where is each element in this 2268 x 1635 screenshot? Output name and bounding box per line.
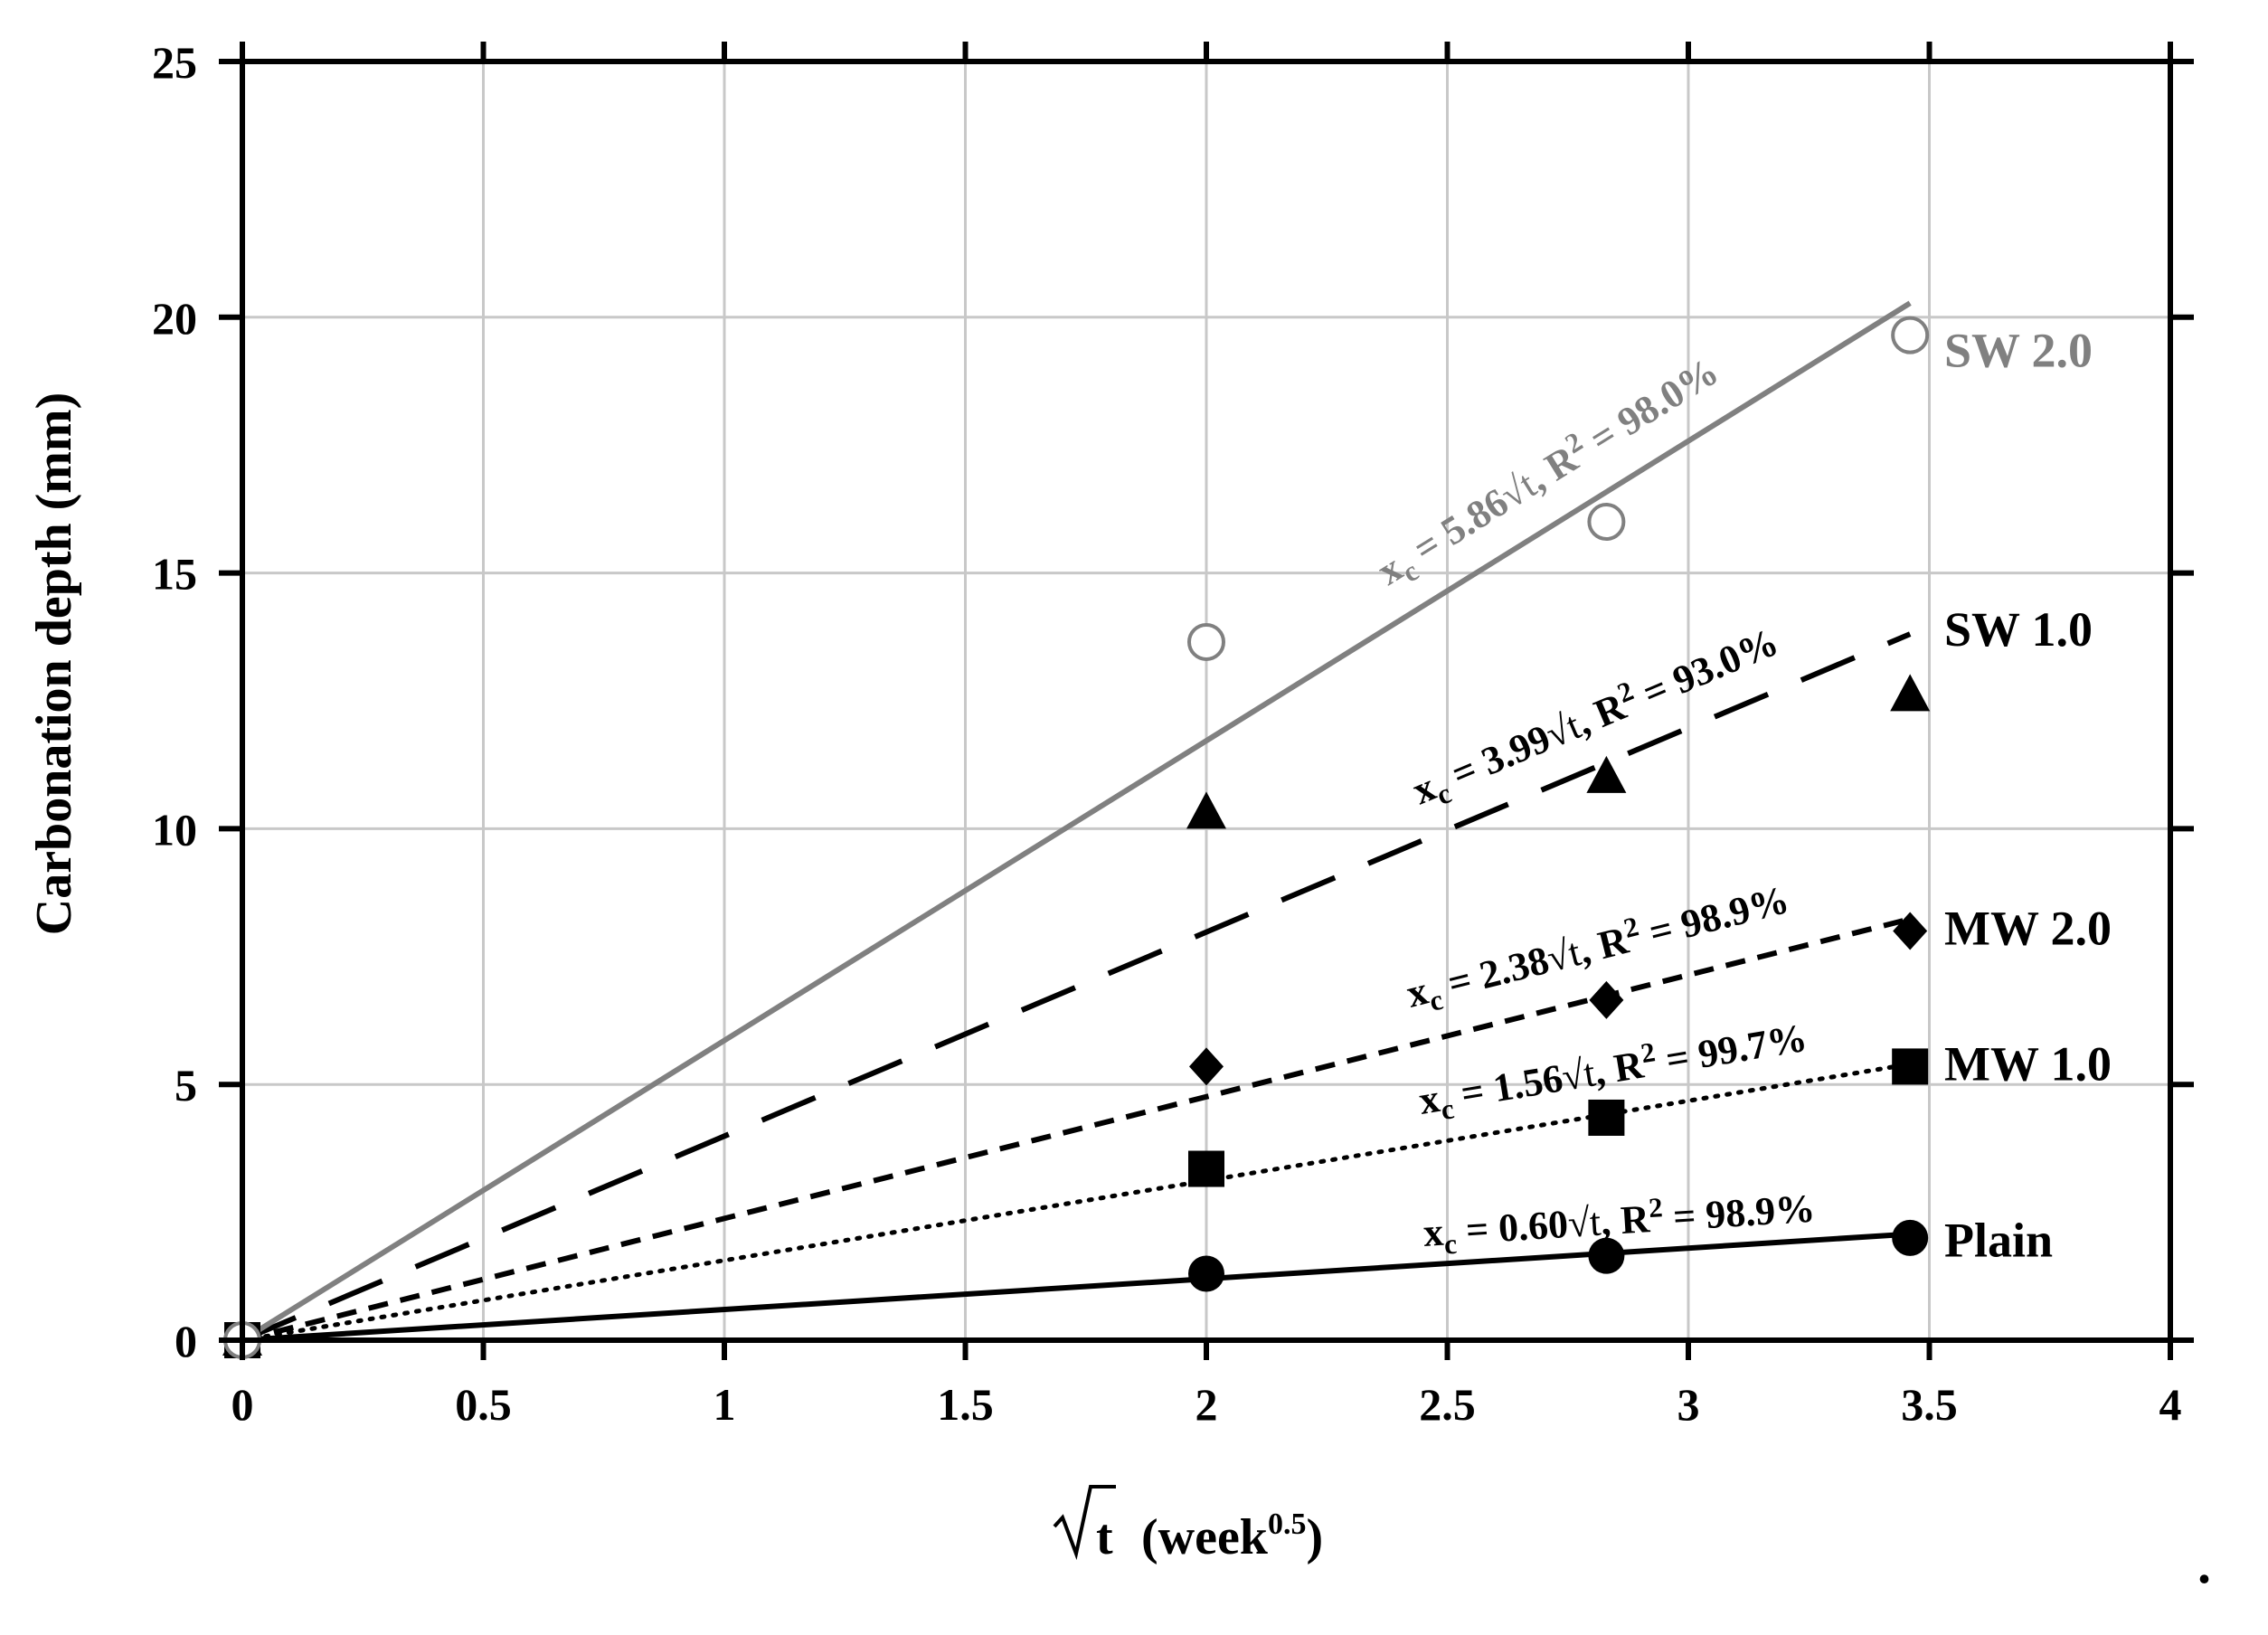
marker-sw-2-0 <box>1891 316 1930 354</box>
marker-mw-1-0 <box>1892 1048 1929 1085</box>
marker-mw-1-0 <box>1588 1099 1625 1136</box>
marker-mw-2-0 <box>1189 1047 1224 1086</box>
y-tick-label: 15 <box>152 549 197 600</box>
marker-sw-1-0 <box>1186 791 1226 829</box>
x-axis-label-exponent: 0.5 <box>1268 1507 1307 1541</box>
x-tick-label: 1 <box>713 1379 736 1430</box>
series-label-sw-1-0: SW 1.0 <box>1944 602 2093 657</box>
grid-lines <box>241 60 2172 1342</box>
y-tick-label: 0 <box>175 1316 197 1366</box>
svg-text:xc = 5.86√t, R2 = 98.0%: xc = 5.86√t, R2 = 98.0% <box>1367 345 1729 599</box>
marker-plain <box>1892 1219 1929 1256</box>
x-tick-label: 4 <box>2159 1379 2182 1430</box>
fit-line-sw-2-0 <box>241 300 1912 1343</box>
x-tick-label: 0 <box>232 1379 254 1430</box>
marker-plain <box>1588 1237 1625 1274</box>
tick-labels: 0 0.5 1 1.5 2 2.5 3 3.5 4 0 5 10 15 20 25 <box>152 37 2182 1430</box>
y-tick-label: 10 <box>152 804 197 855</box>
svg-text:xc = 0.60√t, R2 = 98.9%: xc = 0.60√t, R2 = 98.9% <box>1422 1183 1817 1262</box>
fit-line-mw-2-0 <box>241 916 1911 1343</box>
x-tick-label: 0.5 <box>455 1379 512 1430</box>
series-label-mw-1-0: MW 1.0 <box>1944 1037 2112 1092</box>
marker-sw-1-0 <box>1586 755 1627 793</box>
x-tick-label: 2 <box>1195 1379 1218 1430</box>
marker-sw-2-0 <box>1587 503 1626 542</box>
svg-text:(week0.5): (week0.5) <box>1141 1507 1323 1565</box>
marker-mw-1-0 <box>1188 1150 1224 1187</box>
fit-equation-plain: xc = 0.60√t, R2 = 98.9% <box>1422 1183 1817 1262</box>
series-labels: Plain MW 1.0 MW 2.0 SW 1.0 SW 2.0 <box>1944 324 2112 1268</box>
axis-ticks <box>219 42 2194 1360</box>
fit-lines <box>240 300 1913 1343</box>
marker-mw-2-0 <box>1589 980 1624 1019</box>
y-tick-label: 25 <box>152 37 197 88</box>
x-tick-label: 1.5 <box>937 1379 994 1430</box>
fit-equation-sw-2-0: xc = 5.86√t, R2 = 98.0% <box>1367 345 1729 599</box>
series-label-mw-2-0: MW 2.0 <box>1944 902 2112 956</box>
series-label-plain: Plain <box>1944 1214 2053 1268</box>
y-tick-label: 20 <box>152 293 197 344</box>
x-tick-label: 2.5 <box>1419 1379 1476 1430</box>
fit-line-sw-1-0 <box>241 631 1912 1343</box>
y-tick-label: 5 <box>175 1060 197 1110</box>
sqrt-symbol-icon <box>1053 1485 1116 1561</box>
fit-line-plain <box>241 1231 1911 1343</box>
x-axis-label-close: ) <box>1306 1509 1323 1565</box>
fit-line-mw-1-0 <box>240 1062 1913 1343</box>
x-tick-label: 3 <box>1677 1379 1700 1430</box>
marker-mw-2-0 <box>1893 912 1928 950</box>
marker-plain <box>1188 1255 1224 1292</box>
y-axis-label: Carbonation depth (mm) <box>26 392 82 935</box>
series-label-sw-2-0: SW 2.0 <box>1944 324 2093 378</box>
x-axis-label-symbol: t <box>1096 1509 1113 1565</box>
x-tick-label: 3.5 <box>1901 1379 1958 1430</box>
x-axis-label-text: (week <box>1141 1509 1269 1565</box>
x-axis-label: t (week0.5) <box>1053 1485 1323 1565</box>
trailing-mark: . <box>2197 1535 2211 1594</box>
marker-sw-1-0 <box>1890 674 1931 712</box>
marker-sw-2-0 <box>1187 622 1225 661</box>
